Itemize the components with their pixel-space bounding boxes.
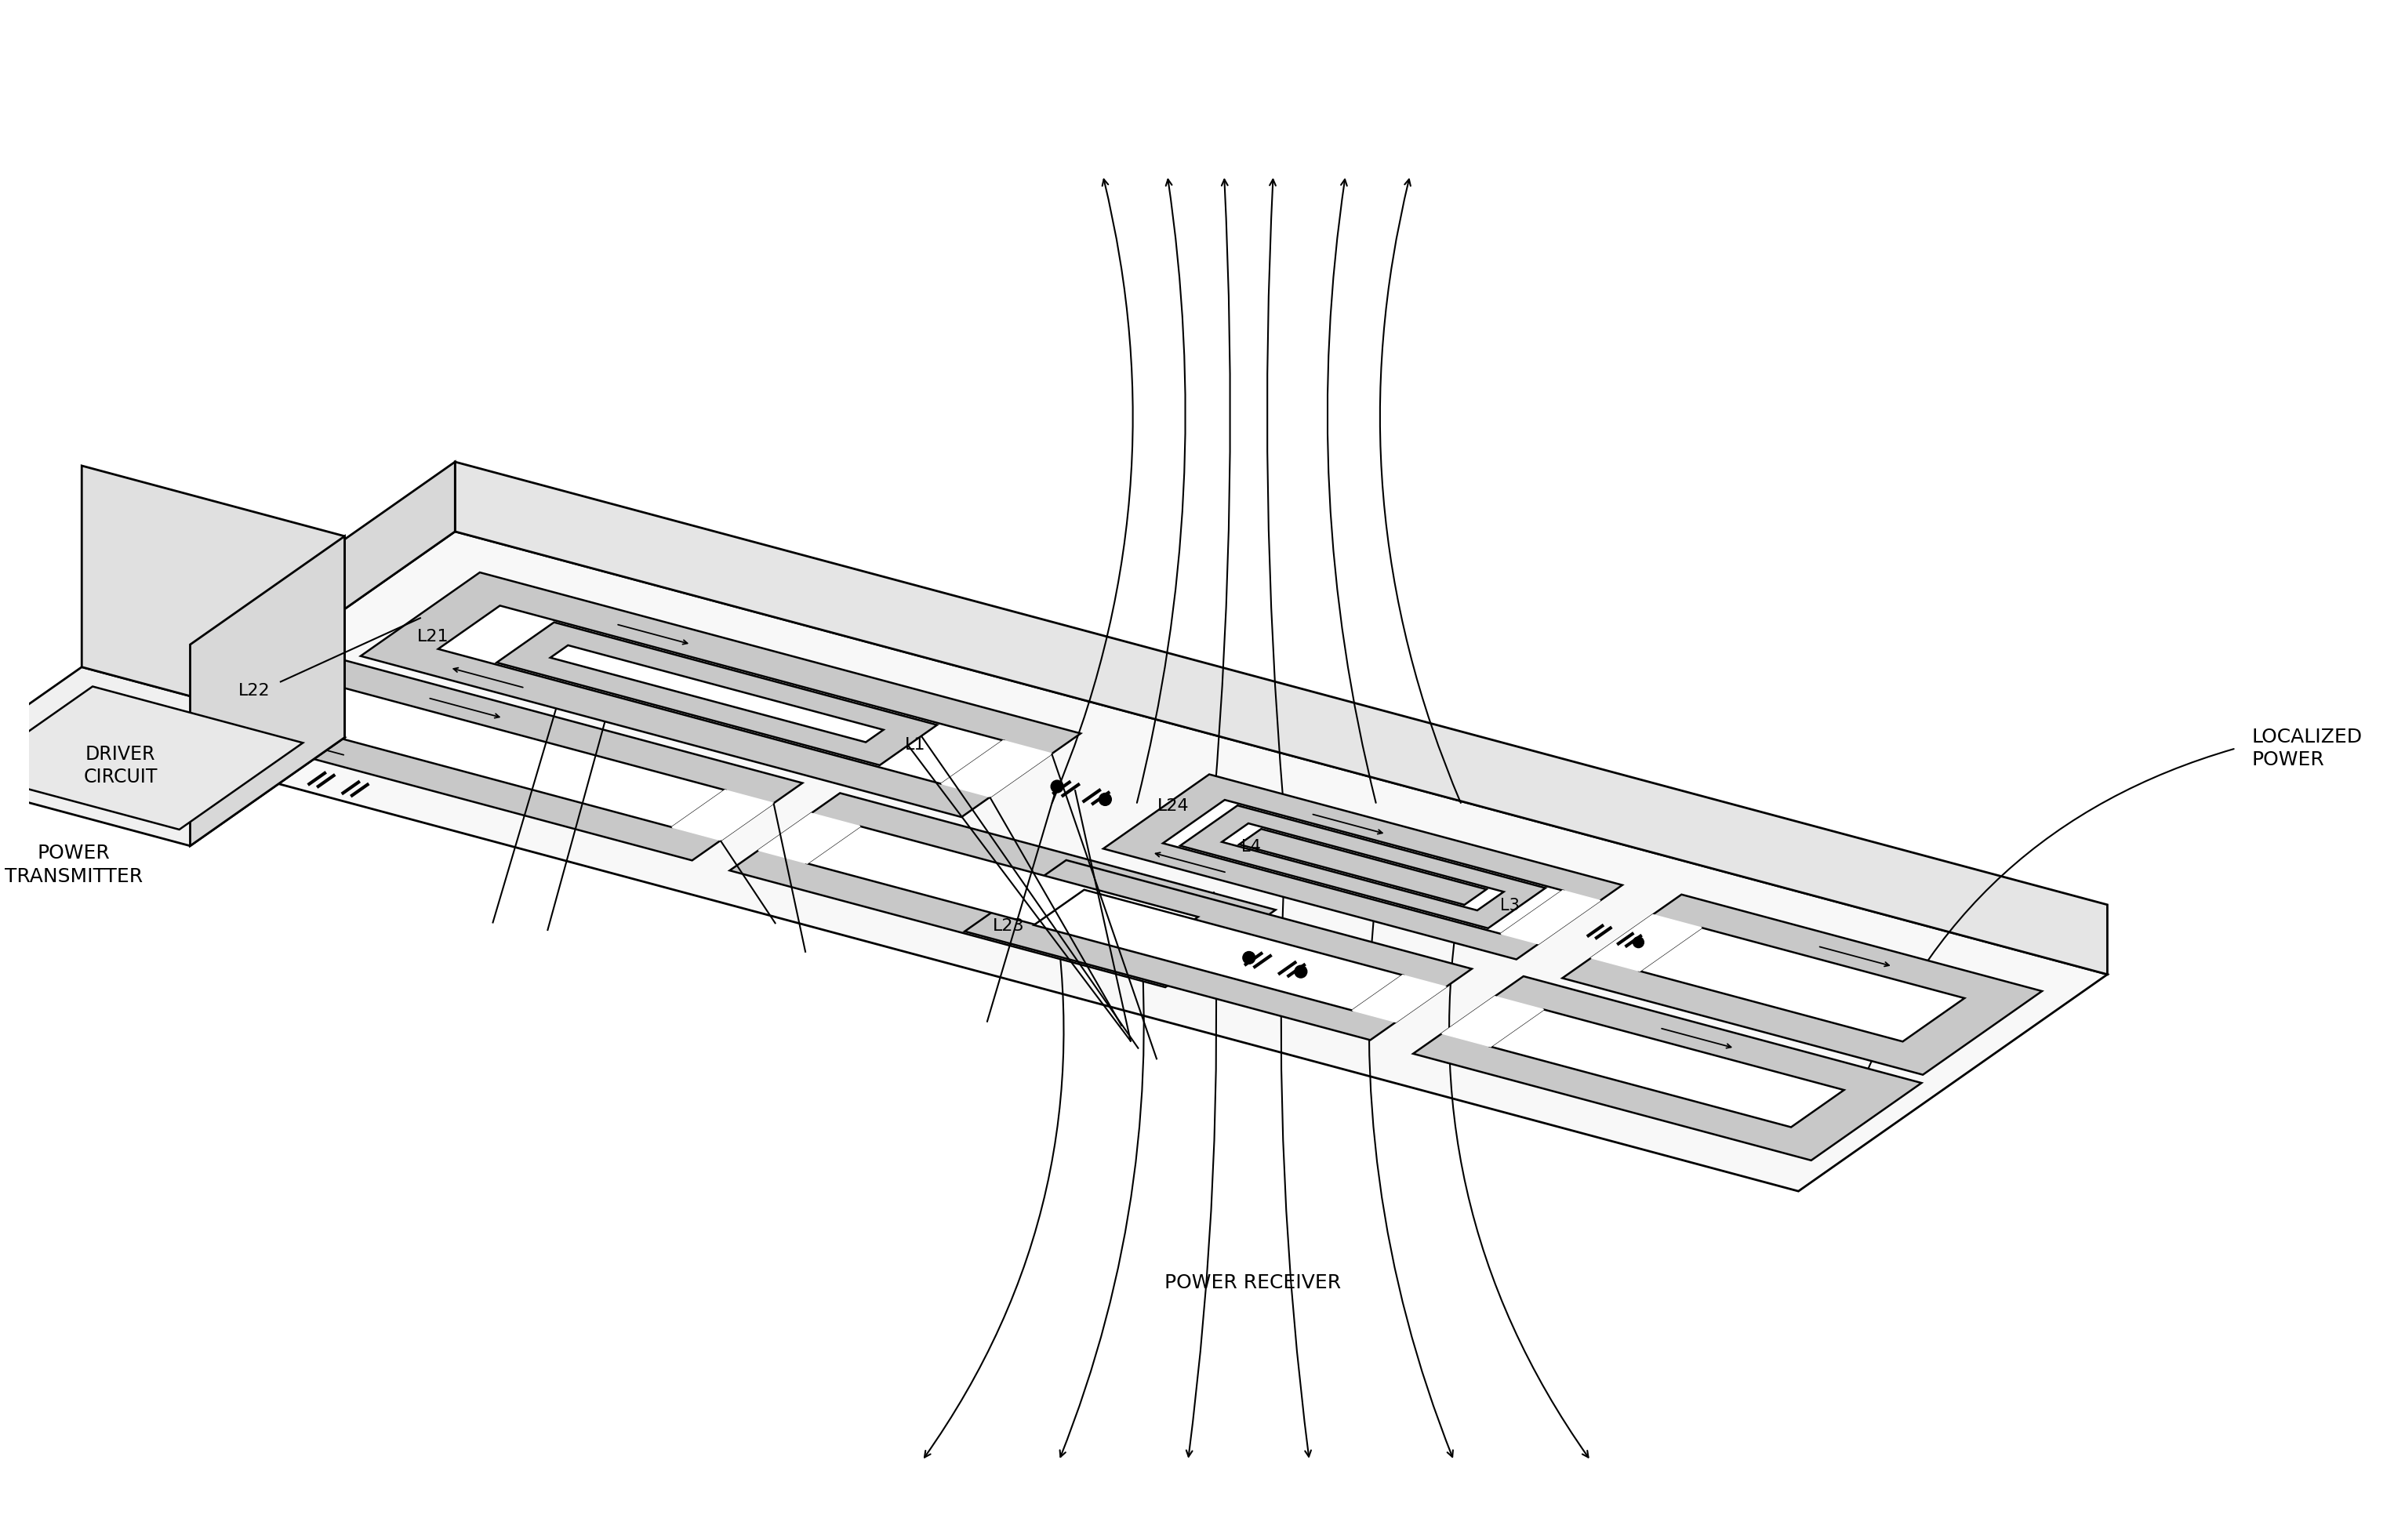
Polygon shape [438, 605, 1003, 784]
Text: L24: L24 [1157, 798, 1190, 815]
Polygon shape [671, 790, 774, 841]
Polygon shape [940, 741, 1051, 796]
Polygon shape [455, 462, 2107, 975]
Polygon shape [964, 861, 1472, 1040]
Polygon shape [147, 462, 455, 748]
Text: L21: L21 [416, 628, 450, 644]
Text: LOCALIZED
POWER: LOCALIZED POWER [2251, 727, 2362, 770]
Polygon shape [82, 465, 344, 738]
Text: L1: L1 [904, 738, 926, 753]
Text: L23: L23 [993, 918, 1025, 933]
Polygon shape [1491, 1010, 1845, 1127]
Circle shape [1294, 966, 1306, 978]
Polygon shape [1352, 975, 1445, 1023]
Polygon shape [1181, 805, 1546, 929]
Text: L22: L22 [238, 684, 269, 699]
Polygon shape [729, 793, 1275, 987]
Polygon shape [1501, 890, 1599, 944]
Polygon shape [498, 622, 938, 765]
Circle shape [1099, 793, 1111, 805]
Polygon shape [260, 679, 724, 827]
Polygon shape [1443, 996, 1544, 1047]
Polygon shape [190, 536, 344, 845]
Polygon shape [1563, 895, 2042, 1075]
Polygon shape [1414, 976, 1922, 1160]
Text: DRIVER
CIRCUIT: DRIVER CIRCUIT [84, 745, 156, 787]
Polygon shape [1239, 829, 1486, 906]
Polygon shape [1640, 927, 1965, 1041]
Polygon shape [1592, 915, 1703, 972]
Polygon shape [1164, 799, 1563, 933]
Polygon shape [1104, 775, 1623, 959]
Polygon shape [0, 687, 303, 830]
Polygon shape [0, 667, 344, 845]
Polygon shape [147, 531, 2107, 1192]
Text: L3: L3 [1501, 898, 1520, 913]
Polygon shape [808, 827, 1198, 955]
Circle shape [1051, 781, 1063, 793]
Text: POWER
TRANSMITTER: POWER TRANSMITTER [5, 844, 142, 886]
Circle shape [1633, 936, 1645, 947]
Polygon shape [1222, 824, 1503, 910]
Polygon shape [758, 813, 861, 864]
Polygon shape [1034, 890, 1402, 1010]
Text: L4: L4 [1241, 839, 1260, 855]
Polygon shape [551, 645, 883, 742]
Polygon shape [180, 647, 803, 861]
Polygon shape [361, 573, 1080, 818]
Text: POWER RECEIVER: POWER RECEIVER [1164, 1274, 1342, 1292]
Circle shape [1243, 952, 1255, 964]
